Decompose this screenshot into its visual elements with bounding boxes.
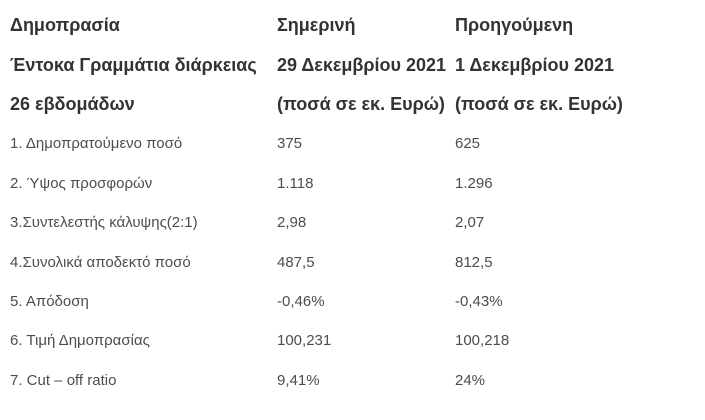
table-row: 1. Δημοπρατούμενο ποσό 375 625 [0,124,705,163]
table-header: Δημοπρασία Σημερινή Προηγούμενη Έντοκα Γ… [0,6,705,124]
row-previous-value: 2,07 [455,214,485,232]
row-previous-value: 100,218 [455,332,510,350]
header-auction-label: Δημοπρασία [10,15,120,36]
header-current-label: Σημερινή [277,15,356,36]
row-current-value: 9,41% [277,371,320,389]
table-row: 6. Τιμή Δημοπρασίας 100,231 100,218 [0,321,705,360]
header-row-titles: Δημοπρασία Σημερινή Προηγούμενη [0,6,705,45]
row-label: 6. Τιμή Δημοπρασίας [10,332,150,350]
row-label: 4.Συνολικά αποδεκτό ποσό [10,253,191,271]
row-previous-value: 625 [455,135,481,153]
row-label: 7. Cut – off ratio [10,371,117,389]
table-body: 1. Δημοπρατούμενο ποσό 375 625 2. Ύψος π… [0,124,705,400]
table-row: 5. Απόδοση -0,46% -0,43% [0,282,705,321]
table-row: 4.Συνολικά αποδεκτό ποσό 487,5 812,5 [0,242,705,281]
header-row-units: 26 εβδομάδων (ποσά σε εκ. Ευρώ) (ποσά σε… [0,85,705,124]
row-current-value: 2,98 [277,214,307,232]
auction-results-table: Δημοπρασία Σημερινή Προηγούμενη Έντοκα Γ… [0,6,705,400]
header-row-dates: Έντοκα Γραμμάτια διάρκειας 29 Δεκεμβρίου… [0,45,705,84]
row-current-value: 100,231 [277,332,332,350]
row-current-value: -0,46% [277,292,325,310]
table-row: 2. Ύψος προσφορών 1.118 1.296 [0,164,705,203]
header-duration-label: 26 εβδομάδων [10,93,135,114]
header-instrument-label: Έντοκα Γραμμάτια διάρκειας [10,54,257,75]
row-current-value: 487,5 [277,253,315,271]
header-current-unit: (ποσά σε εκ. Ευρώ) [277,93,445,114]
header-previous-date: 1 Δεκεμβρίου 2021 [455,54,615,75]
row-previous-value: 24% [455,371,486,389]
row-label: 3.Συντελεστής κάλυψης(2:1) [10,214,198,232]
row-label: 5. Απόδοση [10,292,89,310]
row-label: 1. Δημοπρατούμενο ποσό [10,135,183,153]
header-current-date: 29 Δεκεμβρίου 2021 [277,54,447,75]
row-previous-value: -0,43% [455,292,503,310]
row-current-value: 1.118 [277,174,314,192]
row-label: 2. Ύψος προσφορών [10,174,153,192]
header-previous-label: Προηγούμενη [455,15,574,36]
table-row: 3.Συντελεστής κάλυψης(2:1) 2,98 2,07 [0,203,705,242]
row-current-value: 375 [277,135,303,153]
row-previous-value: 1.296 [455,174,493,192]
row-previous-value: 812,5 [455,253,493,271]
table-row: 7. Cut – off ratio 9,41% 24% [0,361,705,400]
header-previous-unit: (ποσά σε εκ. Ευρώ) [455,93,623,114]
